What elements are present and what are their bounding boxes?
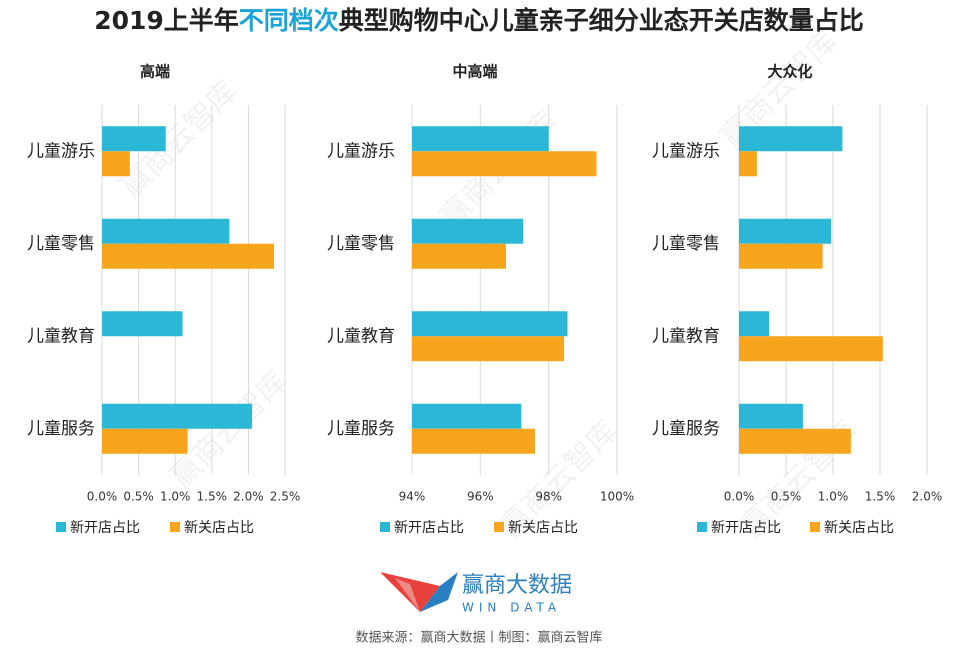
title-part: 不同档次 [239,6,339,35]
legend-label: 新开店占比 [711,520,781,536]
legend-swatch [170,522,180,532]
bar [412,428,535,454]
logo-name: 赢商大数据 [462,573,572,598]
subplot-title: 高端 [140,63,170,81]
x-tick-label: 0.0% [87,490,118,504]
bar [739,126,843,152]
legend-swatch [697,522,707,532]
legend-label: 新关店占比 [184,520,254,536]
y-tick-label: 儿童教育 [27,326,95,346]
x-tick-label: 1.5% [197,490,228,504]
legend-swatch [810,522,820,532]
x-tick-label: 2.0% [912,490,943,504]
legend-label: 新开店占比 [70,520,140,536]
bar [739,311,770,337]
y-tick-label: 儿童游乐 [27,141,95,161]
y-tick-label: 儿童游乐 [652,141,720,161]
subplot-title: 中高端 [452,63,497,81]
x-tick-label: 100% [600,490,634,504]
source: 数据来源：赢商大数据丨制图：赢商云智库 [355,630,602,646]
logo: 赢商大数据 WIN DATA [380,572,572,615]
y-tick-label: 儿童零售 [327,234,395,254]
bar [102,311,183,337]
x-tick-label: 0.5% [123,490,154,504]
bar [739,218,832,244]
x-tick-label: 0.5% [771,490,802,504]
subplot-title: 大众化 [767,63,812,81]
bar [412,243,506,269]
x-tick-label: 98% [535,490,562,504]
x-tick-label: 96% [467,490,494,504]
bar [412,311,568,337]
y-tick-label: 儿童零售 [27,234,95,254]
bar [412,126,549,152]
bar [102,126,166,152]
bar [412,218,524,244]
bar [412,336,565,362]
chart-title: 2019上半年不同档次典型购物中心儿童亲子细分业态开关店数量占比 [94,6,864,35]
bar [739,403,803,429]
x-tick-label: 1.5% [865,490,896,504]
bar [412,151,597,177]
bar [739,243,823,269]
bar [102,428,188,454]
x-tick-label: 0.0% [724,490,755,504]
legend-label: 新关店占比 [508,520,578,536]
bar [412,403,522,429]
logo-shape [395,578,420,612]
bar [739,336,883,362]
bar [102,151,130,177]
y-tick-label: 儿童教育 [652,326,720,346]
bar [102,243,275,269]
x-tick-label: 1.0% [818,490,849,504]
x-tick-label: 1.0% [160,490,191,504]
legend-label: 新关店占比 [824,520,894,536]
title-part: 2019上半年 [94,6,239,35]
bar [739,151,757,177]
y-tick-label: 儿童游乐 [327,141,395,161]
logo-shape [420,572,458,612]
legend-swatch [56,522,66,532]
legend-label: 新开店占比 [394,520,464,536]
x-tick-label: 2.5% [270,490,301,504]
x-tick-label: 94% [399,490,426,504]
y-tick-label: 儿童零售 [652,234,720,254]
logo-tagline: WIN DATA [462,601,561,615]
y-tick-label: 儿童服务 [652,419,720,439]
y-tick-label: 儿童服务 [327,419,395,439]
legend-swatch [494,522,504,532]
y-tick-label: 儿童服务 [27,419,95,439]
bar [102,218,230,244]
legend-swatch [380,522,390,532]
x-tick-label: 2.0% [233,490,264,504]
bar [102,403,253,429]
title-part: 典型购物中心儿童亲子细分业态开关店数量占比 [339,6,864,35]
bar [739,428,851,454]
y-tick-label: 儿童教育 [327,326,395,346]
